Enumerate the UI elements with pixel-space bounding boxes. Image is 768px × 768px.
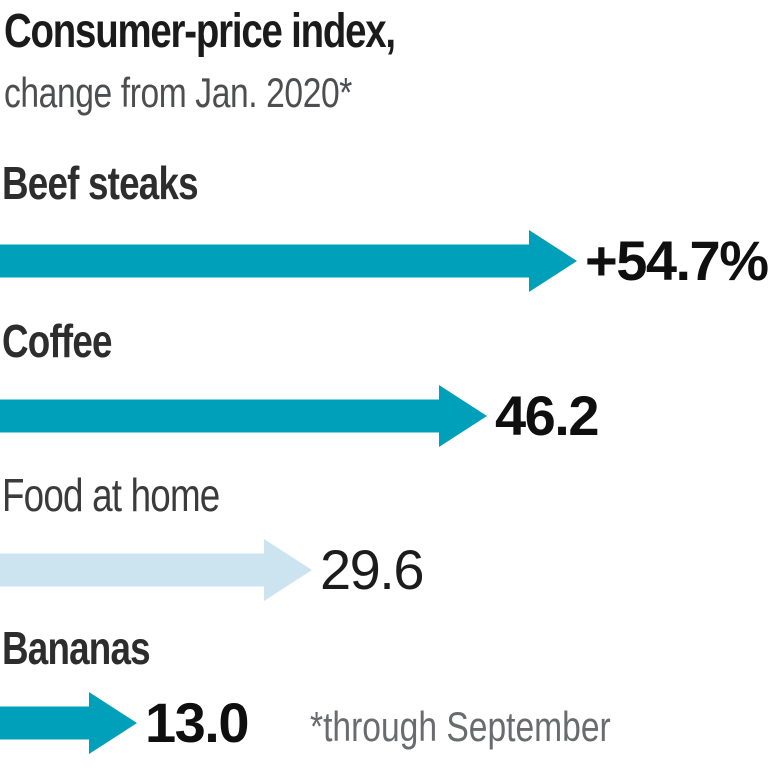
- chart-footnote: *through September: [310, 706, 686, 748]
- value-label-coffee: 46.2: [495, 384, 600, 447]
- value-label-beef-steaks: +54.7%: [585, 229, 768, 292]
- bar-arrow-bananas: [0, 692, 137, 754]
- category-label-bananas: Bananas: [2, 622, 151, 674]
- bar-arrow-beef-steaks: [0, 230, 577, 292]
- value-label-bananas: 13.0: [145, 691, 250, 754]
- chart-title-text: Consumer-price index,: [4, 5, 396, 58]
- bar-row: +54.7%: [0, 229, 768, 293]
- bar-row: 29.6: [0, 538, 425, 602]
- bar-arrow-coffee: [0, 385, 487, 447]
- bar-arrow-food-at-home: [0, 539, 312, 601]
- chart-subtitle: change from Jan. 2020*: [4, 72, 439, 114]
- bar-row: 46.2: [0, 384, 600, 448]
- bar-row: 13.0: [0, 691, 250, 755]
- chart-subtitle-text: change from Jan. 2020*: [4, 69, 352, 116]
- category-label-beef-steaks: Beef steaks: [2, 157, 199, 209]
- value-label-food-at-home: 29.6: [320, 538, 425, 601]
- chart-title: Consumer-price index,: [4, 8, 493, 56]
- chart-footnote-text: *through September: [310, 703, 611, 750]
- category-label-food-at-home: Food at home: [2, 469, 220, 521]
- category-label-coffee: Coffee: [2, 315, 113, 367]
